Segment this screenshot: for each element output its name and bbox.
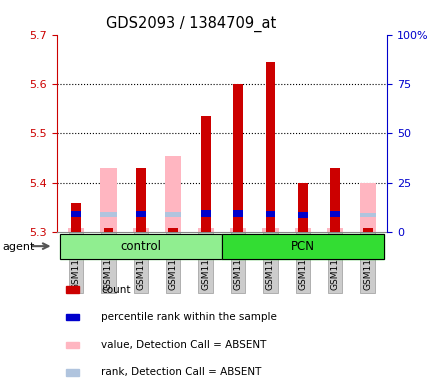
Bar [201,210,210,217]
Text: count: count [101,285,130,295]
Bar [233,84,242,232]
Text: percentile rank within the sample: percentile rank within the sample [101,312,276,322]
Bar [221,234,383,259]
Text: agent: agent [2,242,34,252]
Bar [165,212,181,217]
Bar [221,234,383,259]
Bar [66,314,79,320]
Bar [330,168,339,232]
Bar [265,210,275,217]
Bar [66,286,79,293]
Bar [59,234,221,259]
Bar [59,234,221,259]
Bar [359,212,375,217]
Bar [168,228,178,232]
Bar [136,210,145,217]
Bar [265,62,275,232]
Bar [326,228,342,232]
Text: value, Detection Call = ABSENT: value, Detection Call = ABSENT [101,340,266,350]
Text: GDS2093 / 1384709_at: GDS2093 / 1384709_at [106,16,276,32]
Bar [201,116,210,232]
Bar [66,342,79,348]
Bar [165,156,181,232]
Bar [230,228,246,232]
Bar [297,212,307,218]
Text: PCN: PCN [290,240,314,253]
Bar [136,168,145,232]
Bar [66,369,79,376]
Bar [294,228,310,232]
Bar [359,183,375,232]
Bar [71,203,81,232]
Bar [71,210,81,217]
Bar [197,228,213,232]
Text: rank, Detection Call = ABSENT: rank, Detection Call = ABSENT [101,367,261,377]
Bar [262,228,278,232]
Bar [100,212,116,217]
Bar [103,228,113,232]
Bar [100,168,116,232]
Bar [297,183,307,232]
Bar [68,228,84,232]
Bar [362,228,372,232]
Bar [233,210,242,217]
Text: control: control [120,240,161,253]
Bar [132,228,148,232]
Bar [330,210,339,217]
